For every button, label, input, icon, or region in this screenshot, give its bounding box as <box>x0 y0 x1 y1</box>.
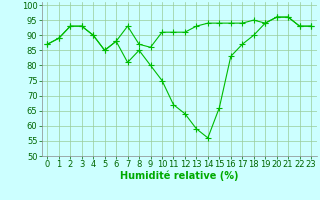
X-axis label: Humidité relative (%): Humidité relative (%) <box>120 171 238 181</box>
